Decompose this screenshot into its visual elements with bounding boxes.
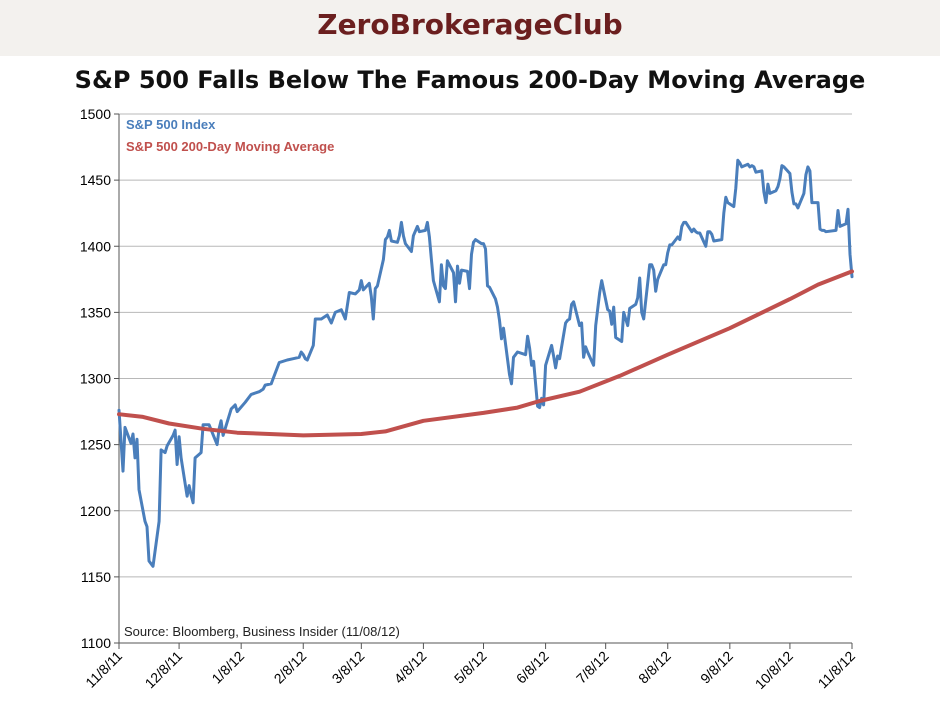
x-tick-label-0: 11/8/11 [82,648,125,691]
y-tick-label-1500: 1500 [80,106,111,122]
x-tick-label-2: 1/8/12 [208,648,247,687]
y-tick-label-1450: 1450 [80,172,111,188]
legend-entry-sp500-index: S&P 500 Index [126,117,216,132]
x-tick-label-3: 2/8/12 [271,648,310,687]
x-tick-label-6: 5/8/12 [451,648,490,687]
y-tick-label-1350: 1350 [80,304,111,320]
brand-header: ZeroBrokerageClub [0,0,940,56]
y-tick-label-1250: 1250 [80,437,111,453]
x-tick-label-11: 10/8/12 [752,648,796,692]
x-tick-label-4: 3/8/12 [329,648,368,687]
y-tick-label-1200: 1200 [80,503,111,519]
source-note: Source: Bloomberg, Business Insider (11/… [124,624,400,639]
brand-logo-text: ZeroBrokerageClub [317,8,623,41]
x-tick-label-8: 7/8/12 [573,648,612,687]
chart-title: S&P 500 Falls Below The Famous 200-Day M… [74,66,866,94]
y-tick-label-1150: 1150 [81,569,111,585]
series-line-200-day-moving-average [117,269,854,438]
y-tick-label-1300: 1300 [80,371,111,387]
x-tick-label-12: 11/8/12 [815,648,859,692]
x-tick-label-10: 9/8/12 [697,648,736,687]
series-line-sp500-index [117,158,854,568]
legend-entry-200-day-ma: S&P 500 200-Day Moving Average [126,139,334,154]
y-tick-label-1100: 1100 [81,635,111,651]
axes: 1100 1150 1200 1250 1300 1350 1400 1450 1500 11/8… [80,106,858,692]
series-lines [117,158,854,568]
x-tick-label-9: 8/8/12 [635,648,674,687]
x-tick-label-5: 4/8/12 [391,648,430,687]
x-tick-label-1: 12/8/11 [142,648,186,692]
x-tick-label-7: 6/8/12 [513,648,552,687]
y-tick-label-1400: 1400 [80,238,111,254]
gridlines [119,113,852,644]
